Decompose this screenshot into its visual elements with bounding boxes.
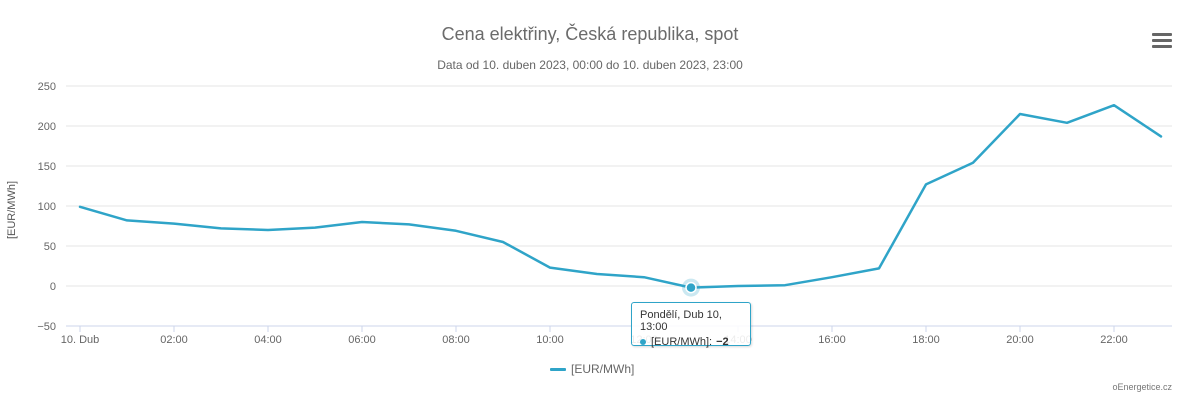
y-tick-label: 150 <box>38 161 56 173</box>
y-tick-label: 250 <box>38 81 56 93</box>
credits[interactable]: oEnergetice.cz <box>1112 382 1172 392</box>
x-tick-label: 08:00 <box>442 334 470 346</box>
x-tick-label: 16:00 <box>818 334 846 346</box>
y-tick-label: 50 <box>44 241 56 253</box>
tooltip-date: Pondělí, Dub 10, 13:00 <box>640 309 722 333</box>
chart-subtitle: Data od 10. duben 2023, 00:00 do 10. dub… <box>437 58 743 72</box>
x-tick-label: 06:00 <box>348 334 376 346</box>
y-tick-label: −50 <box>37 321 56 333</box>
x-tick-label: 10:00 <box>536 334 564 346</box>
tooltip-value: −2 <box>716 336 729 348</box>
y-tick-label: 0 <box>50 281 56 293</box>
x-tick-label: 20:00 <box>1006 334 1034 346</box>
legend-label: [EUR/MWh] <box>571 362 635 376</box>
x-tick-label: 18:00 <box>912 334 940 346</box>
x-tick-label: 10. Dub <box>61 334 100 346</box>
y-tick-label: 100 <box>38 201 56 213</box>
tooltip: Pondělí, Dub 10, 13:00 [EUR/MWh]: −2 <box>631 302 751 348</box>
tooltip-series-name: [EUR/MWh]: <box>651 336 713 348</box>
hover-point <box>685 281 697 294</box>
series-line <box>78 103 1163 289</box>
tooltip-series-dot <box>640 339 646 345</box>
x-tick-label: 22:00 <box>1100 334 1128 346</box>
chart-title: Cena elektřiny, Česká republika, spot <box>441 24 739 44</box>
x-tick-label: 04:00 <box>254 334 282 346</box>
legend-swatch <box>550 367 566 371</box>
y-tick-label: 200 <box>38 121 56 133</box>
x-tick-label: 02:00 <box>160 334 188 346</box>
hamburger-menu-icon[interactable] <box>1150 30 1174 50</box>
legend-item[interactable]: [EUR/MWh] <box>550 362 634 376</box>
